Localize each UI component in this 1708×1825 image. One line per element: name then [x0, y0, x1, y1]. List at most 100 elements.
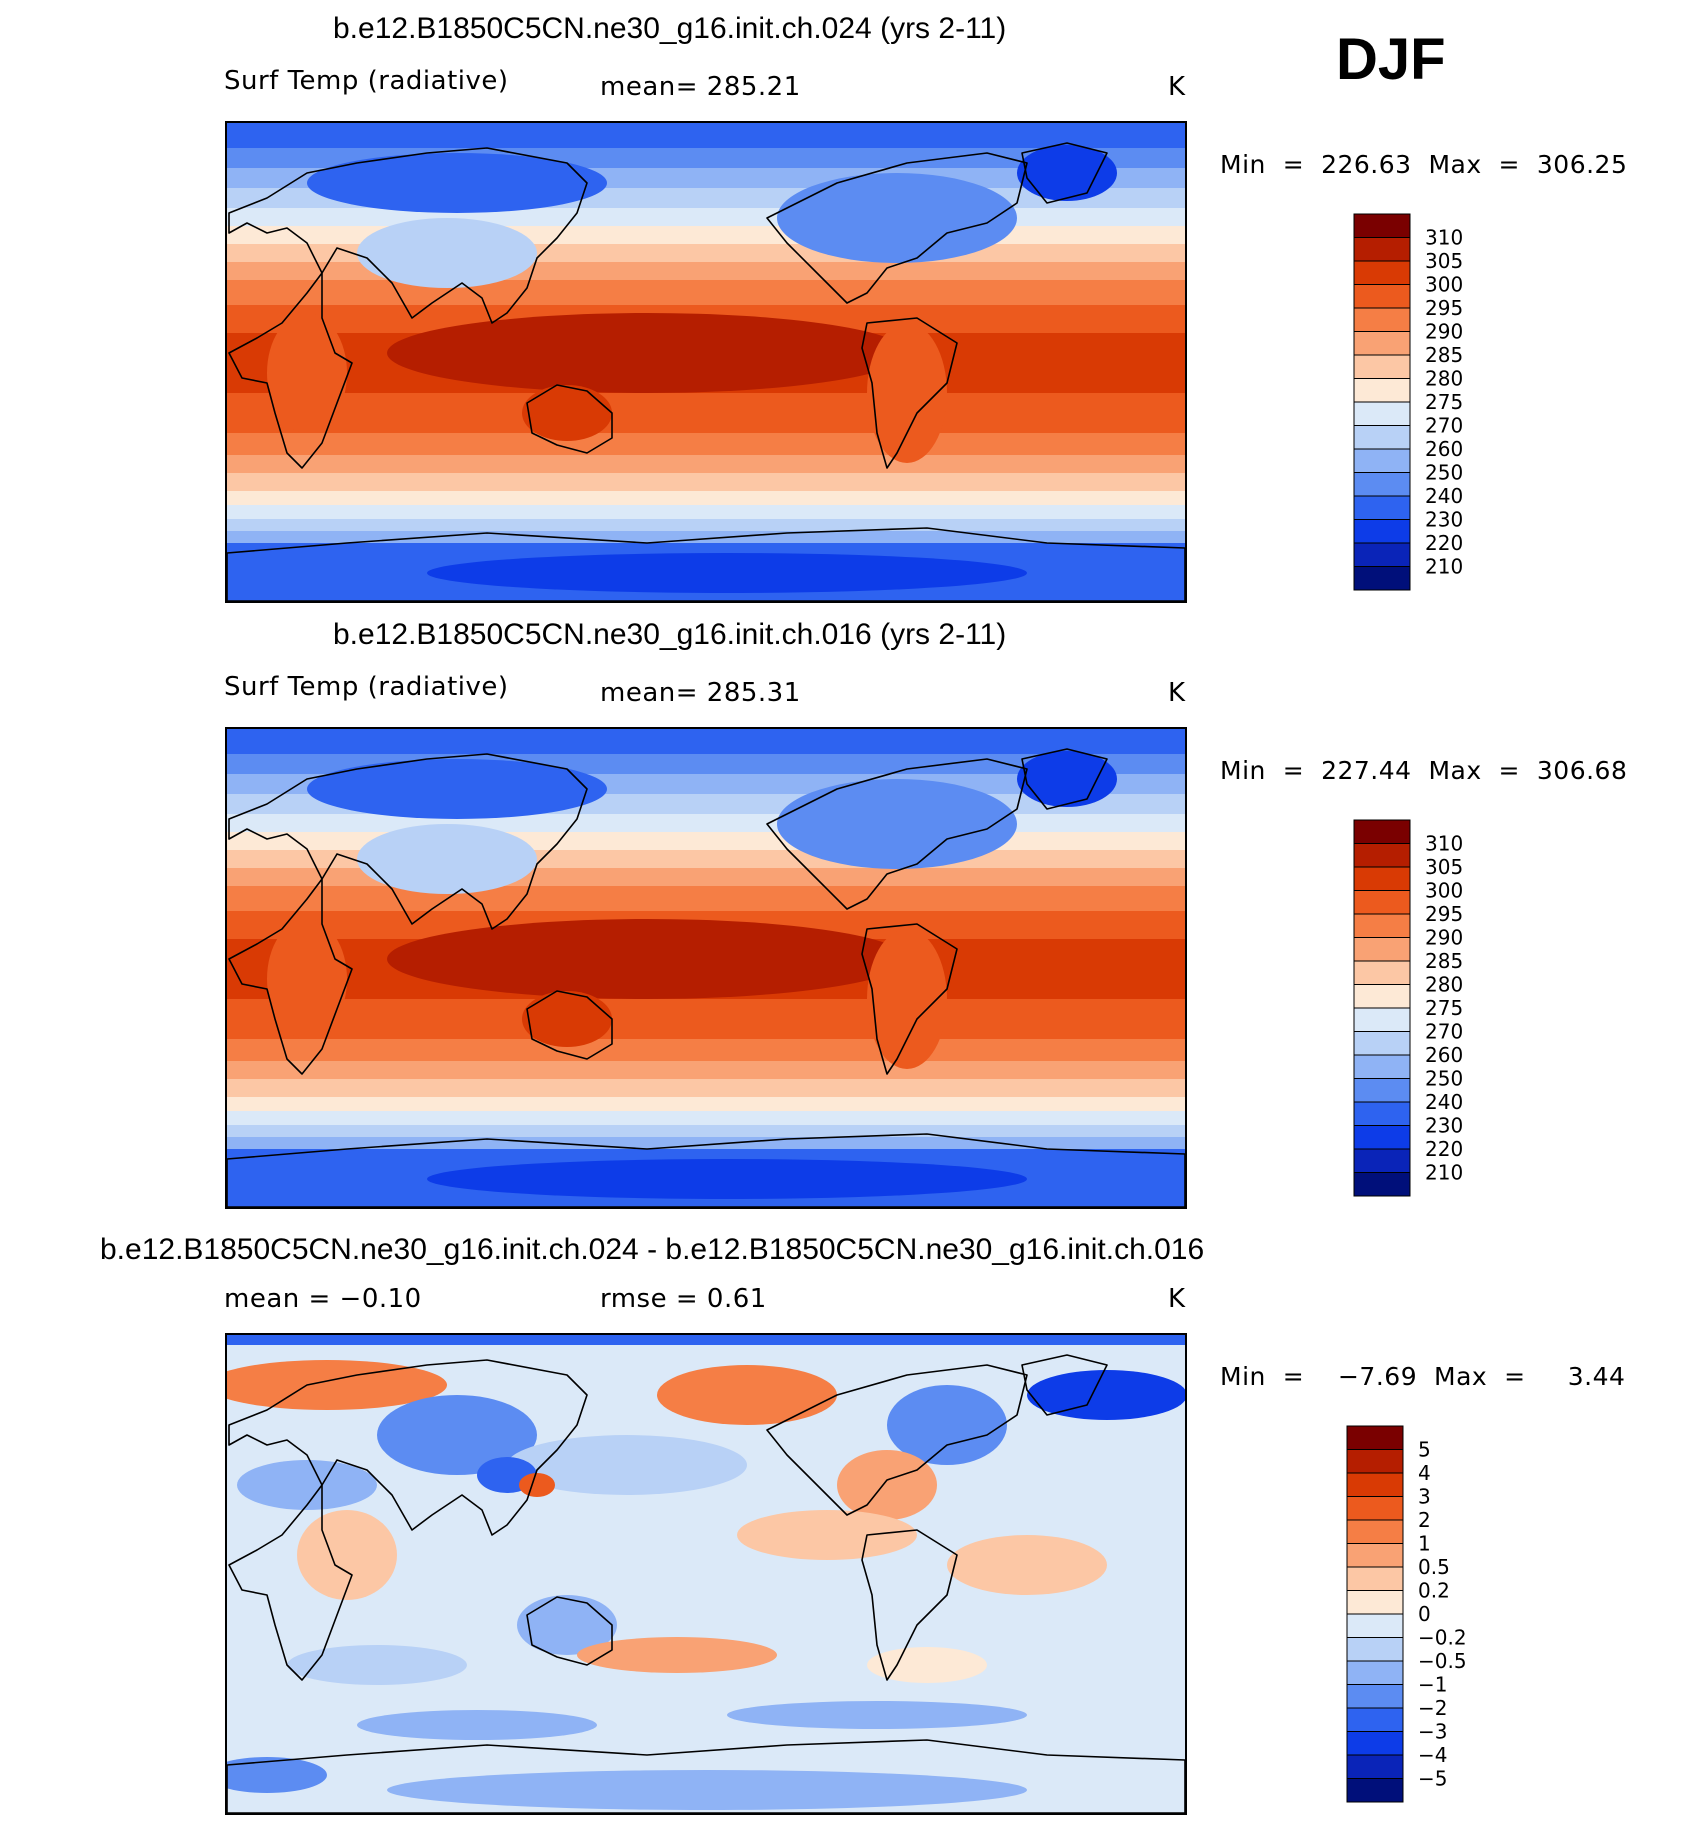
map-contour-patch	[357, 824, 537, 894]
colorbar-swatch	[1353, 1101, 1411, 1126]
colorbar-swatch	[1353, 1125, 1411, 1150]
season-label: DJF	[1336, 27, 1446, 92]
coastline	[228, 1484, 353, 1681]
panel-2-title: b.e12.B1850C5CN.ne30_g16.init.ch.016 (yr…	[333, 618, 1007, 651]
map-contour-patch	[867, 1647, 987, 1683]
panel-1-title: b.e12.B1850C5CN.ne30_g16.init.ch.024 (yr…	[333, 12, 1007, 45]
colorbar-swatch	[1353, 237, 1411, 262]
coastline	[526, 384, 613, 454]
colorbar-tick-label: 240	[1425, 1090, 1463, 1114]
panel-3-map	[225, 1333, 1187, 1815]
panel-1-variable: Surf Temp (radiative)	[224, 66, 509, 96]
map-contour-band	[227, 999, 1185, 1039]
map-contour-band	[227, 519, 1185, 531]
colorbar-swatch	[1346, 1566, 1404, 1591]
map-contour-patch	[357, 1710, 597, 1740]
map-contour-patch	[427, 1159, 1027, 1199]
map-contour-band	[227, 1079, 1185, 1097]
coastline	[861, 923, 958, 1075]
map-contour-band	[227, 505, 1185, 519]
colorbar-tick-label: 280	[1425, 973, 1463, 997]
colorbar-tick-label: 250	[1425, 1067, 1463, 1091]
map-contour-band	[227, 123, 1185, 148]
coastline	[766, 758, 1028, 910]
panel-2-minmax: Min = 227.44 Max = 306.68	[1220, 756, 1628, 785]
map-contour-patch	[1017, 145, 1117, 201]
colorbar-swatch	[1346, 1754, 1404, 1779]
colorbar-tick-label: 260	[1425, 437, 1463, 461]
panel-3-rmse: rmse = 0.61	[600, 1284, 767, 1314]
panel-3-mean: mean = −0.10	[224, 1284, 422, 1314]
panel-1-mean: mean= 285.21	[600, 72, 801, 102]
panel-3-map-field	[227, 1335, 1185, 1813]
panel-2-mean: mean= 285.31	[600, 678, 801, 708]
colorbar-swatch	[1353, 866, 1411, 891]
map-contour-patch	[387, 1770, 1027, 1810]
colorbar-swatch	[1353, 495, 1411, 520]
panel-2-colorbar-svg: 3103053002952902852802752702602502402302…	[1353, 819, 1463, 1197]
map-contour-patch	[522, 991, 612, 1047]
map-contour-patch	[387, 313, 907, 393]
map-contour-patch	[867, 323, 947, 463]
colorbar-tick-label: 290	[1425, 926, 1463, 950]
colorbar-swatch	[1346, 1519, 1404, 1544]
panel-1-minmax: Min = 226.63 Max = 306.25	[1220, 150, 1628, 179]
map-contour-patch	[887, 1385, 1007, 1465]
map-contour-patch	[517, 1595, 617, 1655]
map-contour-patch	[727, 1701, 1027, 1729]
map-contour-patch	[867, 929, 947, 1069]
colorbar-swatch	[1353, 331, 1411, 356]
map-contour-band	[227, 814, 1185, 832]
panel-3-minmax: Min = −7.69 Max = 3.44	[1220, 1362, 1626, 1391]
map-contour-band	[227, 1061, 1185, 1079]
coastline	[228, 753, 588, 930]
map-contour-patch	[427, 553, 1027, 593]
map-contour-band	[227, 280, 1185, 305]
map-contour-patch	[267, 919, 347, 1039]
colorbar-tick-label: 300	[1425, 273, 1463, 297]
map-contour-patch	[227, 1360, 447, 1410]
colorbar-tick-label: 310	[1425, 226, 1463, 250]
colorbar-swatch	[1353, 401, 1411, 426]
colorbar-tick-label: −0.5	[1418, 1649, 1467, 1673]
colorbar-swatch	[1353, 1172, 1411, 1197]
colorbar-swatch	[1353, 519, 1411, 544]
panel-3-units: K	[1168, 1284, 1186, 1314]
map-contour-patch	[577, 1637, 777, 1673]
map-contour-patch	[947, 1535, 1107, 1595]
map-contour-patch	[377, 1395, 537, 1475]
colorbar-swatch	[1353, 937, 1411, 962]
colorbar-swatch	[1353, 960, 1411, 985]
map-contour-patch	[657, 1365, 837, 1425]
colorbar-tick-label: 0.5	[1418, 1555, 1450, 1579]
colorbar-tick-label: 3	[1418, 1485, 1431, 1509]
colorbar-tick-label: −3	[1418, 1720, 1447, 1744]
panel-1-map-field	[227, 123, 1185, 601]
panel-2-colorbar: 310 305 300 295 290 285 280 275 270 260 250 240 230 2…	[1353, 819, 1483, 1197]
map-contour-patch	[1017, 751, 1117, 807]
colorbar-tick-label: 305	[1425, 855, 1463, 879]
colorbar-tick-label: 0	[1418, 1602, 1431, 1626]
map-contour-band	[227, 1111, 1185, 1125]
colorbar-tick-label: 210	[1425, 1161, 1463, 1185]
map-contour-patch	[737, 1510, 917, 1560]
map-contour-patch	[777, 779, 1017, 869]
colorbar-tick-label: −0.2	[1418, 1626, 1467, 1650]
panel-1-colorbar-svg: 3103053002952902852802752702602502402302…	[1353, 213, 1463, 591]
panel-2-map-field	[227, 729, 1185, 1207]
colorbar-swatch	[1353, 1148, 1411, 1173]
coastline	[227, 527, 1185, 601]
map-contour-band	[227, 393, 1185, 433]
panel-2-units: K	[1168, 678, 1186, 708]
coastline	[526, 1596, 613, 1666]
map-contour-patch	[227, 1757, 327, 1793]
map-contour-band	[227, 455, 1185, 473]
panel-2-map	[225, 727, 1187, 1209]
colorbar-swatch	[1353, 378, 1411, 403]
colorbar-swatch	[1353, 890, 1411, 915]
colorbar-tick-label: 295	[1425, 902, 1463, 926]
map-contour-patch	[507, 1435, 747, 1495]
panel-2-variable: Surf Temp (radiative)	[224, 672, 509, 702]
map-contour-patch	[522, 385, 612, 441]
coastline	[228, 147, 588, 324]
